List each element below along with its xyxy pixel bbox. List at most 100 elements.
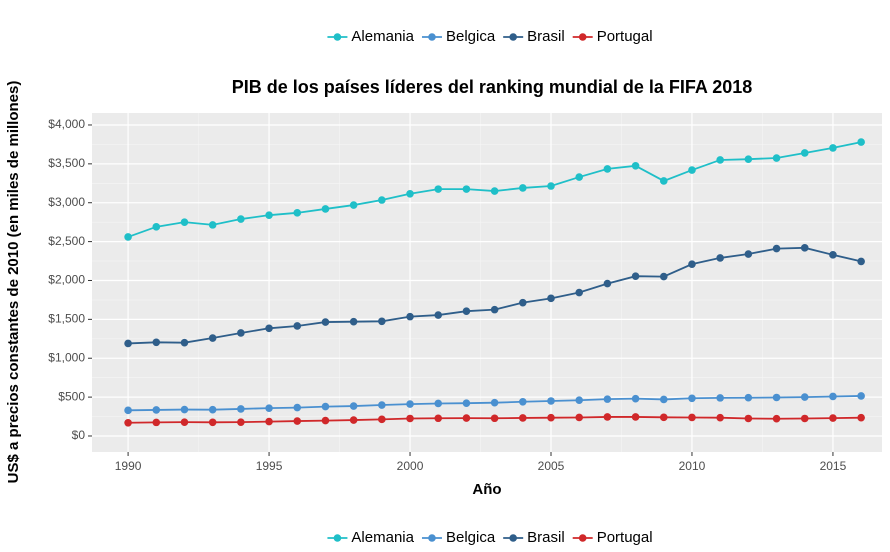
data-point [237, 215, 245, 223]
data-point [716, 156, 724, 164]
data-point [716, 394, 724, 402]
data-point [152, 338, 161, 347]
y-tick-label: $1,500 [48, 312, 85, 326]
chart-title: PIB de los países líderes del ranking mu… [232, 77, 753, 97]
data-point [829, 251, 837, 259]
y-axis-label: US$ a precios constantes de 2010 (en mil… [5, 81, 22, 484]
data-point [321, 318, 330, 326]
data-point [180, 418, 189, 426]
data-point [152, 418, 161, 427]
data-point [688, 260, 696, 268]
data-point [603, 413, 612, 421]
data-point [208, 221, 217, 229]
data-point [124, 406, 132, 415]
data-point [547, 413, 555, 422]
legend-label: Brasil [527, 529, 565, 546]
data-point [434, 311, 443, 319]
data-point [378, 196, 386, 204]
legend-key-dot [509, 534, 517, 542]
data-point [659, 177, 668, 185]
data-point [349, 201, 358, 209]
data-point [800, 393, 809, 401]
legend-key-dot [333, 534, 342, 542]
data-point [180, 405, 189, 414]
data-point [180, 218, 189, 226]
data-point [152, 406, 161, 414]
data-point [744, 393, 753, 402]
data-point [293, 417, 302, 425]
data-point [575, 173, 583, 181]
y-tick-label: $2,000 [48, 273, 85, 287]
data-point [180, 338, 189, 347]
data-point [462, 185, 471, 193]
data-point [857, 413, 865, 422]
data-point [265, 211, 273, 219]
data-point [744, 414, 753, 423]
data-point [800, 414, 809, 423]
data-point [603, 395, 612, 403]
data-point [124, 233, 132, 241]
legend-key-dot [578, 534, 587, 542]
data-point [237, 329, 245, 337]
data-point [772, 393, 781, 402]
data-point [490, 187, 499, 195]
data-point [124, 339, 132, 348]
x-tick-label: 2010 [679, 459, 706, 473]
y-tick-label: $3,000 [48, 195, 85, 209]
legend: Alemania Belgica Brasil Portugal [327, 529, 653, 546]
legend: Alemania Belgica Brasil Portugal [327, 28, 653, 45]
x-tick-label: 2005 [538, 459, 565, 473]
data-point [406, 400, 414, 408]
data-point [659, 413, 668, 422]
data-point [462, 414, 471, 422]
legend-key-dot [428, 534, 436, 542]
data-point [829, 392, 837, 401]
legend-label: Belgica [446, 529, 496, 546]
data-point [688, 413, 696, 422]
data-point [434, 185, 443, 193]
data-point [659, 395, 668, 404]
x-tick-label: 1990 [115, 459, 142, 473]
y-tick-label: $4,000 [48, 117, 85, 131]
legend-key-dot [333, 33, 342, 41]
data-point [490, 305, 499, 314]
data-point [490, 398, 499, 407]
data-point [688, 394, 696, 403]
data-point [603, 165, 612, 173]
data-point [434, 399, 443, 408]
data-point [603, 279, 612, 288]
data-point [321, 402, 330, 411]
data-point [406, 189, 414, 198]
legend-label: Belgica [446, 28, 496, 45]
data-point [208, 418, 217, 427]
data-point [265, 417, 273, 426]
data-point [857, 257, 865, 266]
x-tick-label: 1995 [256, 459, 283, 473]
data-point [293, 209, 302, 217]
data-point [772, 414, 781, 423]
y-tick-label: $500 [58, 389, 85, 403]
y-tick-label: $0 [72, 428, 86, 442]
data-point [631, 161, 640, 170]
data-point [519, 298, 527, 307]
data-point [462, 399, 471, 407]
data-point [519, 184, 527, 192]
data-point [237, 405, 245, 413]
legend-key-dot [428, 33, 436, 41]
data-point [631, 394, 640, 403]
data-point [293, 403, 302, 412]
data-point [857, 138, 865, 146]
data-point [378, 415, 386, 424]
data-point [265, 324, 273, 333]
data-point [378, 401, 386, 409]
data-point [631, 272, 640, 281]
x-tick-label: 2015 [820, 459, 847, 473]
data-point [744, 250, 753, 258]
data-point [406, 414, 414, 423]
data-point [575, 413, 583, 422]
data-point [208, 405, 217, 414]
data-point [631, 413, 640, 421]
data-point [857, 392, 865, 400]
data-point [349, 402, 358, 410]
